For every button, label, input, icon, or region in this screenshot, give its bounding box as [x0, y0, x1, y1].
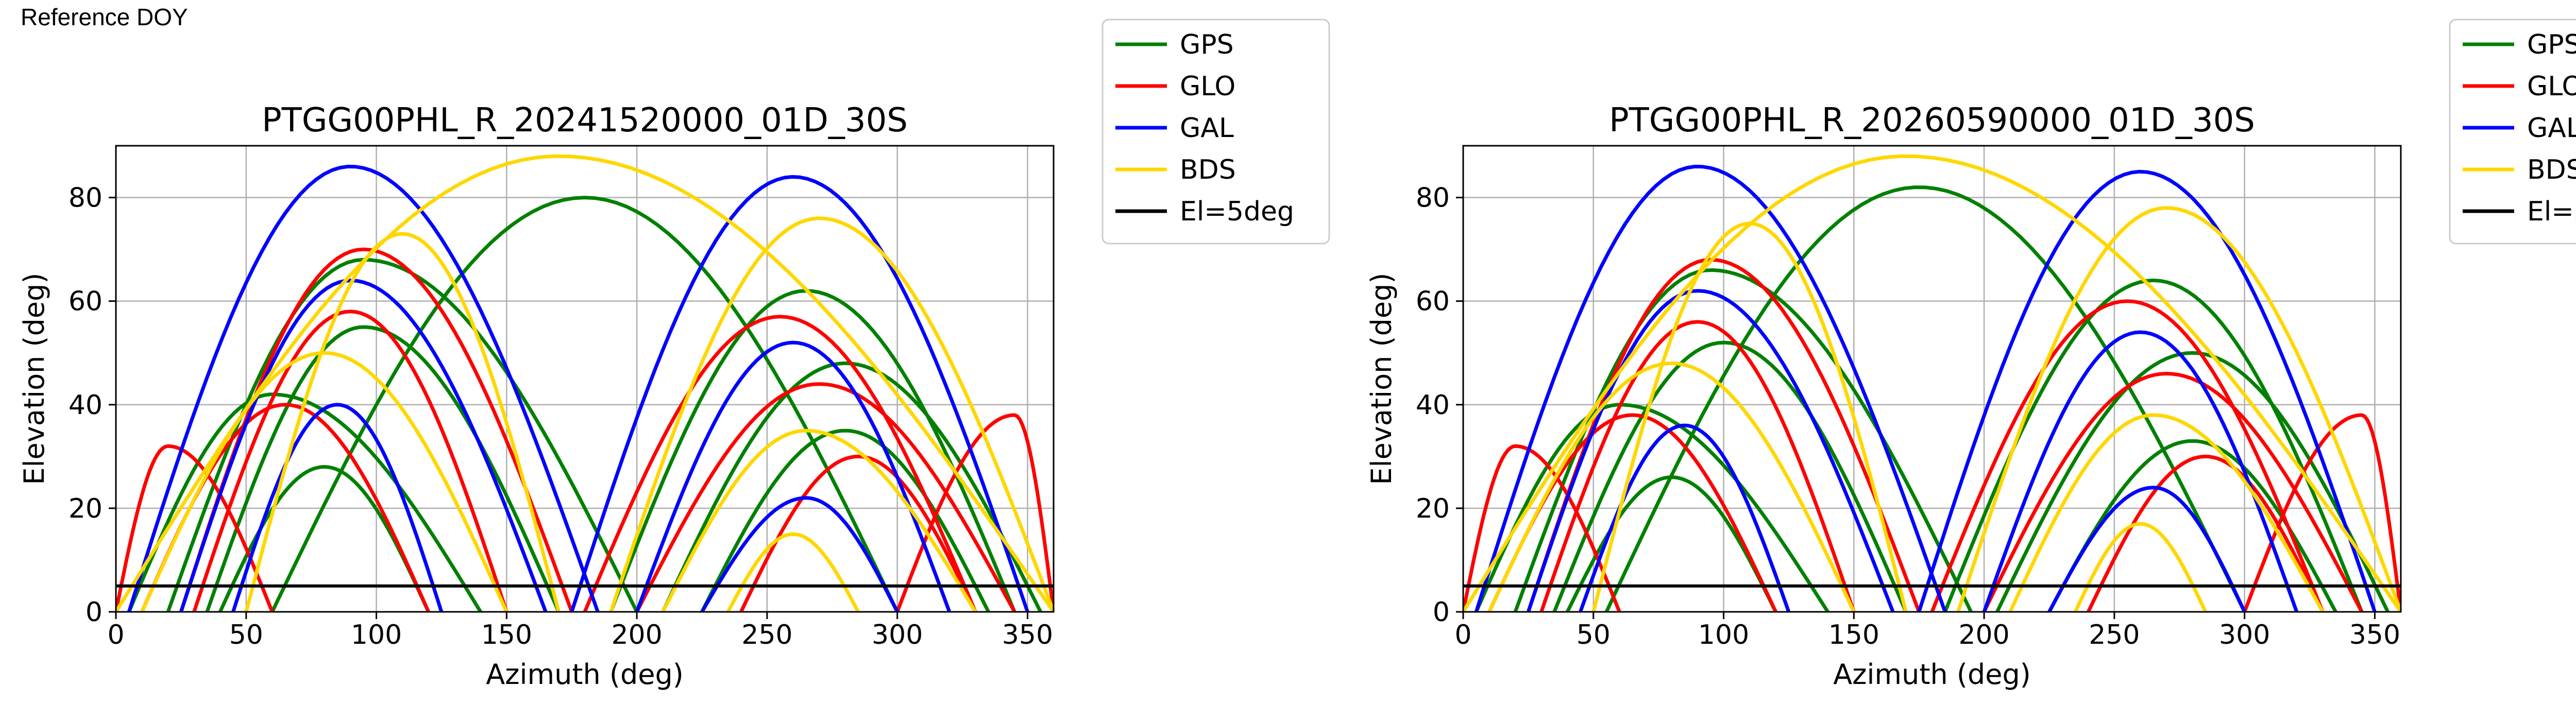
x-axis-label: Azimuth (deg) [1833, 658, 2031, 691]
satellite-tracks [1463, 154, 2401, 612]
y-tick-label: 40 [69, 390, 103, 421]
track-glo [2086, 454, 2325, 612]
track-bds [1487, 361, 1856, 612]
track-gal [700, 496, 900, 612]
track-gal [1526, 289, 1895, 612]
legend-box [2449, 19, 2576, 245]
x-tick-label: 150 [481, 620, 532, 650]
track-bds [140, 351, 509, 612]
chart-title: PTGG00PHL_R_20241520000_01D_30S [262, 101, 908, 140]
track-gps [205, 325, 561, 612]
track-glo [1930, 299, 2325, 612]
chart-title: PTGG00PHL_R_20260590000_01D_30S [1609, 101, 2255, 140]
x-tick-label: 150 [1828, 620, 1879, 650]
legend-entry: BDS [2527, 155, 2576, 185]
track-bds [2008, 413, 2325, 612]
track-gal [1579, 423, 1791, 612]
track-gal [179, 278, 548, 612]
x-tick-label: 50 [1577, 620, 1611, 650]
track-glo [1526, 258, 1921, 612]
track-gal [1917, 169, 2377, 612]
track-bds [1591, 221, 1908, 612]
legend-entry: El=5deg [2527, 196, 2576, 227]
track-bds [726, 532, 860, 612]
elevation-azimuth-panel-left: 0 50 100 150 200 250 300 350 0 20 40 60 80 PTGG00PHL_… [18, 19, 1330, 691]
legend-entry: GAL [2527, 113, 2576, 144]
track-gal [231, 403, 444, 612]
y-tick-label: 20 [69, 493, 103, 524]
track-gal [127, 164, 600, 612]
track-glo [116, 444, 274, 612]
track-glo [1539, 320, 1856, 612]
y-axis-label: Elevation (deg) [18, 273, 50, 485]
track-gal [635, 340, 952, 612]
y-tick-label: 80 [69, 183, 103, 214]
legend-entry: GPS [1180, 29, 1234, 60]
track-gps [700, 428, 991, 612]
x-tick-label: 0 [107, 620, 124, 650]
y-tick-label: 20 [1416, 493, 1450, 524]
x-tick-label: 50 [229, 620, 263, 650]
track-gal [1982, 330, 2299, 612]
x-tick-label: 0 [1454, 620, 1471, 650]
track-glo [739, 454, 977, 612]
x-tick-label: 200 [611, 620, 662, 650]
track-glo [1982, 371, 2364, 612]
legend-entry: GLO [2527, 71, 2576, 102]
x-tick-label: 350 [1002, 620, 1053, 650]
y-tick-label: 60 [69, 286, 103, 317]
track-glo [583, 315, 977, 612]
x-tick-label: 200 [1958, 620, 2009, 650]
track-gal [1474, 164, 1947, 612]
track-bds [116, 154, 1054, 612]
legend-entry: El=5deg [1180, 196, 1294, 227]
x-tick-label: 300 [2219, 620, 2270, 650]
y-tick-label: 40 [1416, 390, 1450, 421]
axes-frame [1462, 145, 2402, 613]
track-gal [570, 175, 1029, 612]
y-tick-label: 80 [1416, 183, 1450, 214]
y-axis-label: Elevation (deg) [1365, 273, 1398, 485]
track-gal [2047, 486, 2247, 612]
track-gps [1474, 403, 1830, 612]
legend-entry: BDS [1180, 155, 1236, 185]
track-gps [1552, 340, 1908, 612]
y-tick-label: 0 [1433, 597, 1450, 628]
track-gps [270, 196, 900, 612]
track-gps [609, 289, 1016, 612]
track-gps [1995, 351, 2390, 612]
axes-frame [115, 145, 1055, 613]
x-tick-label: 350 [2349, 620, 2400, 650]
track-glo [192, 310, 509, 612]
legend-entry: GLO [1180, 71, 1235, 102]
reference-doy-label: Reference DOY [21, 4, 188, 30]
track-bds [2073, 522, 2208, 612]
x-axis-label: Azimuth (deg) [486, 658, 684, 691]
x-tick-label: 100 [1698, 620, 1749, 650]
track-gps [218, 465, 431, 612]
x-tick-label: 100 [351, 620, 402, 650]
legend: GPS GLO GAL BDS El=5deg [2449, 19, 2576, 245]
track-bds [661, 428, 977, 612]
track-gps [1565, 475, 1778, 612]
y-tick-label: 60 [1416, 286, 1450, 317]
y-tick-label: 0 [86, 597, 103, 628]
legend-entry: GAL [1180, 113, 1234, 144]
track-bds [1956, 206, 2401, 612]
legend-box [1101, 19, 1330, 245]
track-gps [1604, 185, 2247, 612]
x-tick-label: 250 [741, 620, 792, 650]
x-tick-label: 300 [872, 620, 923, 650]
legend-entry: GPS [2527, 29, 2576, 60]
satellite-tracks [116, 154, 1054, 612]
x-tick-label: 250 [2089, 620, 2140, 650]
track-bds [244, 232, 561, 612]
track-bds [609, 216, 1054, 612]
legend: GPS GLO GAL BDS El=5deg [1101, 19, 1330, 245]
track-glo [635, 382, 1016, 612]
track-glo [1463, 444, 1621, 612]
track-bds [1463, 154, 2401, 612]
elevation-azimuth-panel-right: 0 50 100 150 200 250 300 350 0 20 40 60 80 PTGG00PHL_… [1365, 19, 2576, 691]
